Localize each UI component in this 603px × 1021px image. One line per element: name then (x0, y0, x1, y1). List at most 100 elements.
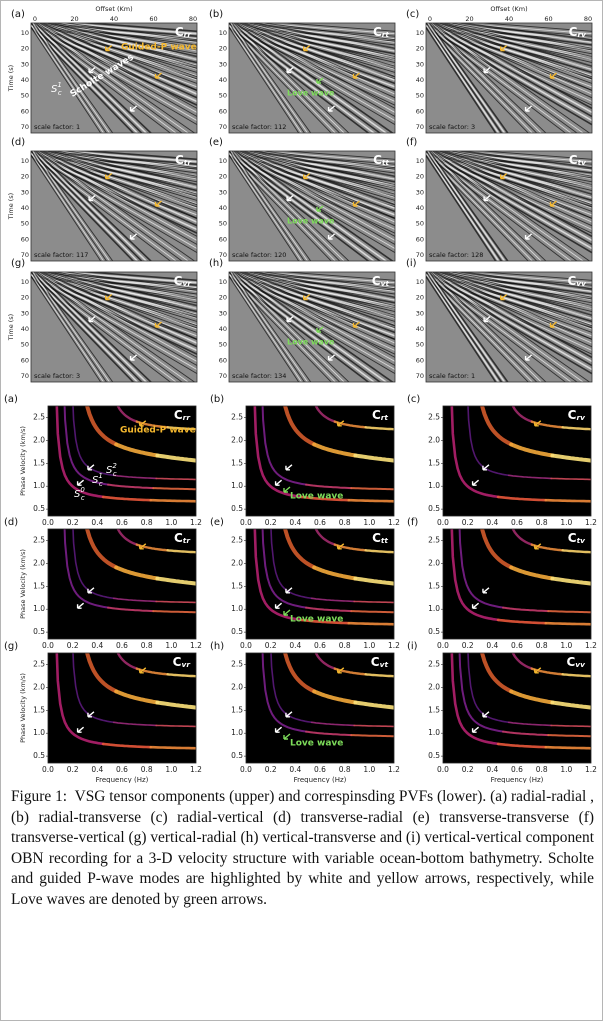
trace (428, 23, 509, 133)
mode-curve (467, 406, 510, 477)
mode-curve (155, 576, 196, 586)
trace (430, 272, 592, 320)
x-tick-label: 20 (70, 15, 78, 23)
y-tick-label: 1.0 (33, 728, 45, 737)
mode-curve (450, 653, 500, 746)
y-tick-label: 30 (219, 60, 227, 68)
dispersion-panel: (e) Ctt 2.5 2.0 1.5 1.0 0.5 0.0 0.2 0.4 0.6 0.8 1.0 1… (210, 517, 400, 650)
energy (450, 529, 591, 626)
mode-curve (480, 653, 514, 694)
trace (36, 23, 197, 70)
x-tick-label: 40 (110, 15, 118, 23)
y-tick-label: 20 (21, 173, 29, 181)
arrow (76, 726, 85, 733)
dispersion-panel: (b) Crt 2.5 2.0 1.5 1.0 0.5 0.0 0.2 0.4 0.6 0.8 1.0 1… (210, 394, 400, 527)
trace (33, 23, 114, 133)
y-tick-label: 70 (219, 123, 227, 131)
y-tick-label: 0.5 (231, 627, 243, 636)
panel-background (246, 653, 394, 763)
x-tick-label: 1.0 (363, 765, 375, 774)
component-letter: C (569, 25, 578, 39)
arrow (88, 66, 96, 74)
x-tick-label: 0.0 (42, 641, 54, 650)
dispersion-panel: (c) Crv 2.5 2.0 1.5 1.0 0.5 0.0 0.2 0.4 0.6 0.8 1.0 1… (407, 394, 597, 527)
mode-curve (283, 653, 317, 694)
x-tick-label: 1.2 (585, 765, 597, 774)
trace (432, 151, 592, 238)
mode-curve (314, 529, 336, 546)
mode-curve (152, 610, 196, 614)
trace (428, 23, 592, 114)
x-tick-label: 0.4 (91, 765, 103, 774)
component-letter: C (372, 531, 381, 545)
arrow (549, 200, 557, 207)
x-tick-label: 0.8 (141, 641, 153, 650)
component-letter: C (566, 655, 575, 669)
mode-curve (547, 610, 591, 614)
annotation: Love wave (287, 217, 335, 226)
trace (429, 151, 547, 261)
trace (437, 272, 592, 327)
component-label: Crr (175, 25, 192, 40)
arrow (500, 172, 508, 180)
y-tick-label: 1.0 (231, 604, 243, 613)
trace (238, 23, 395, 91)
mode-curve (253, 406, 303, 499)
arrow (534, 543, 542, 550)
trace (280, 23, 395, 32)
arrow (283, 486, 291, 493)
x-tick-label: 0.8 (536, 518, 548, 527)
arrow (316, 77, 324, 84)
y-tick-label: 40 (219, 325, 227, 333)
mode-curve (550, 700, 591, 710)
component-label: Cvv (567, 274, 587, 289)
x-tick-label: 0.0 (42, 765, 54, 774)
component-subscript: vr (181, 660, 191, 669)
mode-curve (347, 621, 394, 626)
trace (436, 151, 592, 172)
trace (229, 24, 336, 133)
arrow (483, 194, 491, 202)
trace (426, 151, 592, 246)
x-tick-label: 0.8 (339, 518, 351, 527)
arrow (274, 602, 283, 609)
mode-curve (305, 483, 353, 490)
trace (443, 151, 592, 186)
trace (236, 272, 395, 310)
y-tick-label: 2.5 (33, 412, 45, 421)
mode-curve (353, 724, 394, 728)
trace (31, 272, 108, 382)
trace (236, 151, 395, 189)
mode-curve (312, 442, 358, 458)
y-tick-label: 30 (416, 188, 424, 196)
mode-curve (550, 453, 591, 463)
trace (435, 23, 592, 91)
energy (253, 406, 394, 503)
mode-curve (299, 618, 351, 625)
panel-label: (f) (407, 517, 418, 528)
arrow (500, 293, 508, 301)
arrow (316, 326, 324, 333)
y-tick-label: 30 (219, 309, 227, 317)
panel-background (48, 529, 196, 639)
y-tick-label: 20 (219, 294, 227, 302)
mode-curve (364, 549, 394, 554)
trace (229, 23, 382, 133)
mode-curve (458, 529, 504, 609)
x-tick-label: 0.8 (339, 765, 351, 774)
y-tick-label: 50 (416, 92, 424, 100)
y-tick-label: 2.0 (33, 682, 45, 691)
x-tick-label: 1.0 (560, 518, 572, 527)
x-tick-label: 0.6 (116, 641, 128, 650)
mode-curve (508, 474, 552, 480)
trace (249, 272, 395, 298)
x-tick-label: 0.6 (116, 518, 128, 527)
arrow (352, 321, 360, 328)
y-tick-label: 1.5 (33, 581, 45, 590)
trace (246, 151, 395, 186)
trace (31, 23, 197, 99)
panel-frame (245, 405, 395, 517)
x-tick-label: 0.4 (91, 641, 103, 650)
component-subscript: tv (577, 536, 587, 545)
component-letter: C (174, 274, 183, 288)
